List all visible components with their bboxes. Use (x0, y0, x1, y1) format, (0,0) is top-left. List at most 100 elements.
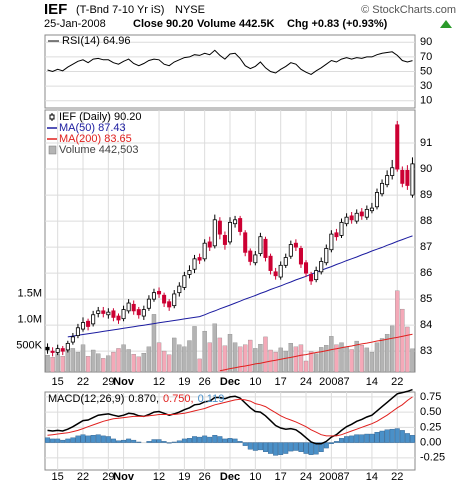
copyright: © StockCharts.com (361, 4, 456, 16)
x-tick-label: 17 (275, 471, 287, 482)
volume-bar (80, 344, 86, 373)
candle-body (344, 216, 349, 225)
volume-bar (45, 355, 50, 373)
x-tick-label: 24 (300, 376, 312, 388)
volume-bar (329, 336, 334, 373)
volume-bar (344, 346, 349, 373)
histogram-bar (126, 438, 132, 443)
x-tick-label: 7 (344, 471, 350, 482)
volume-bar (283, 350, 288, 373)
candle-body (354, 212, 359, 222)
histogram-bar (181, 438, 187, 443)
volume-bar (237, 346, 243, 373)
y-tick-label: 90 (420, 36, 432, 48)
volume-tick-label: 1.5M (18, 287, 42, 299)
candle-body (258, 236, 263, 255)
x-tick-label: 10 (249, 376, 261, 388)
histogram-bar (110, 438, 116, 443)
y-tick-label: 70 (420, 51, 432, 63)
volume-bar (167, 354, 172, 373)
histogram-bar (186, 438, 192, 443)
legend-label: MA(50) 87.43 (59, 122, 126, 134)
volume-bar (384, 334, 390, 373)
macd-line (47, 388, 413, 445)
volume-bar (359, 345, 364, 373)
candle-body (319, 261, 324, 273)
volume-bar (339, 342, 344, 373)
histogram-bar (156, 439, 162, 443)
histogram-bar (192, 436, 198, 443)
histogram-bar (50, 438, 56, 443)
histogram-bar (176, 440, 182, 443)
candle-body (146, 298, 151, 309)
volume-bar (90, 349, 96, 373)
candle-body (207, 241, 212, 248)
candle-body (263, 238, 268, 258)
candle-body (141, 309, 146, 317)
candle-body (324, 248, 329, 264)
candle-body (273, 271, 278, 277)
histogram-bar (262, 442, 268, 452)
histogram-bar (389, 428, 395, 443)
y-tick-label: 87 (420, 241, 432, 253)
histogram-bar (364, 433, 370, 443)
volume-bar (85, 356, 91, 373)
rsi-line (47, 49, 413, 75)
candle-body (197, 257, 202, 261)
volume-bar (303, 360, 309, 373)
y-tick-label: 10 (420, 95, 432, 107)
histogram-bar (273, 442, 279, 456)
histogram-bar (146, 441, 152, 443)
histogram-bar (318, 442, 324, 452)
volume-bar (258, 344, 263, 373)
histogram-bar (166, 442, 172, 444)
x-tick-label: 19 (178, 376, 190, 388)
candle-body (248, 250, 253, 262)
candle-body (334, 232, 339, 238)
candle-body (390, 167, 395, 176)
histogram-bar (384, 429, 390, 443)
histogram-bar (90, 435, 96, 443)
histogram-bar (131, 439, 137, 443)
volume-tick-label: 500K (16, 340, 42, 352)
candle-body (70, 336, 75, 343)
y-tick-label: 85 (420, 293, 432, 305)
volume-bar (131, 354, 136, 373)
volume-bar (319, 347, 324, 373)
candle-body (86, 320, 91, 327)
candle-body (400, 169, 405, 184)
volume-bar (298, 344, 304, 373)
volume-bar (136, 356, 141, 373)
volume-bar (263, 336, 268, 373)
legend-label: IEF (Daily) 90.20 (59, 111, 142, 123)
histogram-bar (55, 438, 61, 443)
histogram-bar (237, 441, 243, 443)
y-tick-label: 91 (420, 137, 432, 149)
volume-bar (293, 346, 299, 373)
x-tick-label: 12 (153, 376, 165, 388)
volume-bar (111, 351, 116, 373)
legend-swatch (48, 145, 57, 155)
change: Chg +0.83 (+0.93%) (287, 18, 388, 30)
y-tick-label: 90 (420, 163, 432, 175)
volume-bar (197, 358, 202, 373)
histogram-bar (409, 435, 415, 443)
histogram-bar (222, 438, 228, 443)
y-tick-label: 84 (420, 319, 432, 331)
volume-bar (151, 314, 157, 373)
histogram-bar (379, 430, 385, 443)
volume: Volume 442.5K (197, 18, 274, 30)
candle-body (233, 219, 238, 225)
macd-line (47, 396, 413, 437)
panel-title: RSI(14) 64.96 (62, 35, 130, 47)
close: Close 90.20 (133, 18, 194, 30)
legend-label: Volume 442,503 (59, 144, 139, 156)
legend-label: MA(200) 83.65 (59, 133, 132, 145)
x-tick-label: Dec (220, 471, 240, 482)
candle-body (50, 350, 55, 353)
candle-body (91, 314, 96, 325)
x-tick-label: 24 (300, 471, 312, 482)
candle-body (151, 292, 156, 300)
candle-body (309, 274, 314, 282)
